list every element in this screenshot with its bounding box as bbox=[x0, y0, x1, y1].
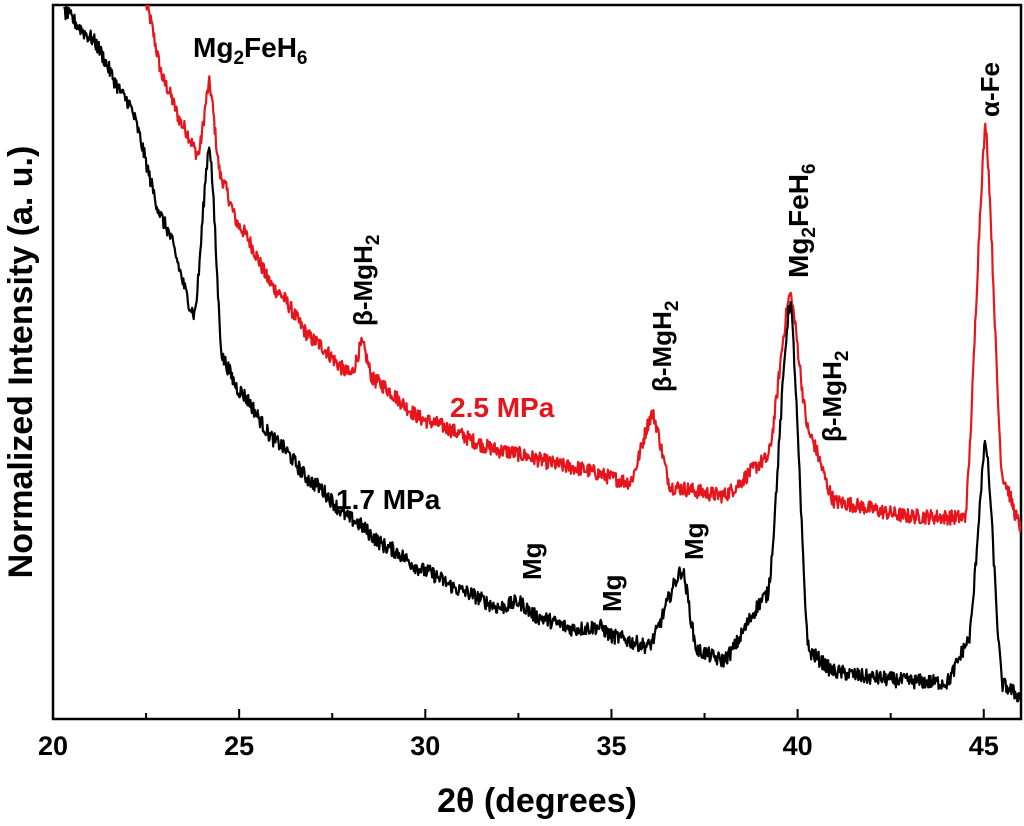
peak-label-alpha-fe: α-Fe bbox=[975, 62, 1005, 117]
series-line-1-7-mpa bbox=[63, 5, 1021, 703]
peak-label-mg-37: Mg bbox=[679, 522, 709, 560]
x-tick-label: 40 bbox=[783, 731, 813, 761]
x-axis-title: 2θ (degrees) bbox=[437, 782, 637, 820]
series-label-1-7-mpa: 1.7 MPa bbox=[336, 484, 441, 515]
series-label-2-5-mpa: 2.5 MPa bbox=[450, 392, 555, 423]
peak-label-mg-32: Mg bbox=[517, 542, 547, 580]
x-tick-label: 20 bbox=[38, 731, 68, 761]
y-axis-title: Normalized Intensity (a. u.) bbox=[2, 146, 40, 579]
peak-label-mg2feh6-24: Mg2FeH6 bbox=[193, 32, 308, 69]
peak-label-mg-34: Mg bbox=[597, 574, 627, 612]
x-tick-label: 30 bbox=[410, 731, 440, 761]
peak-label-mg2feh6-40: Mg2FeH6 bbox=[783, 164, 820, 279]
x-tick-label: 25 bbox=[224, 731, 254, 761]
x-tick-label: 35 bbox=[596, 731, 626, 761]
peak-label-mgh2-36: β-MgH2 bbox=[647, 301, 683, 392]
x-tick-label: 45 bbox=[969, 731, 999, 761]
plot-frame bbox=[51, 3, 1023, 721]
peak-label-mgh2-40: β-MgH2 bbox=[817, 351, 853, 442]
peak-label-mgh2-28: β-MgH2 bbox=[348, 235, 384, 326]
series-line-2-5-mpa bbox=[145, 5, 1021, 533]
